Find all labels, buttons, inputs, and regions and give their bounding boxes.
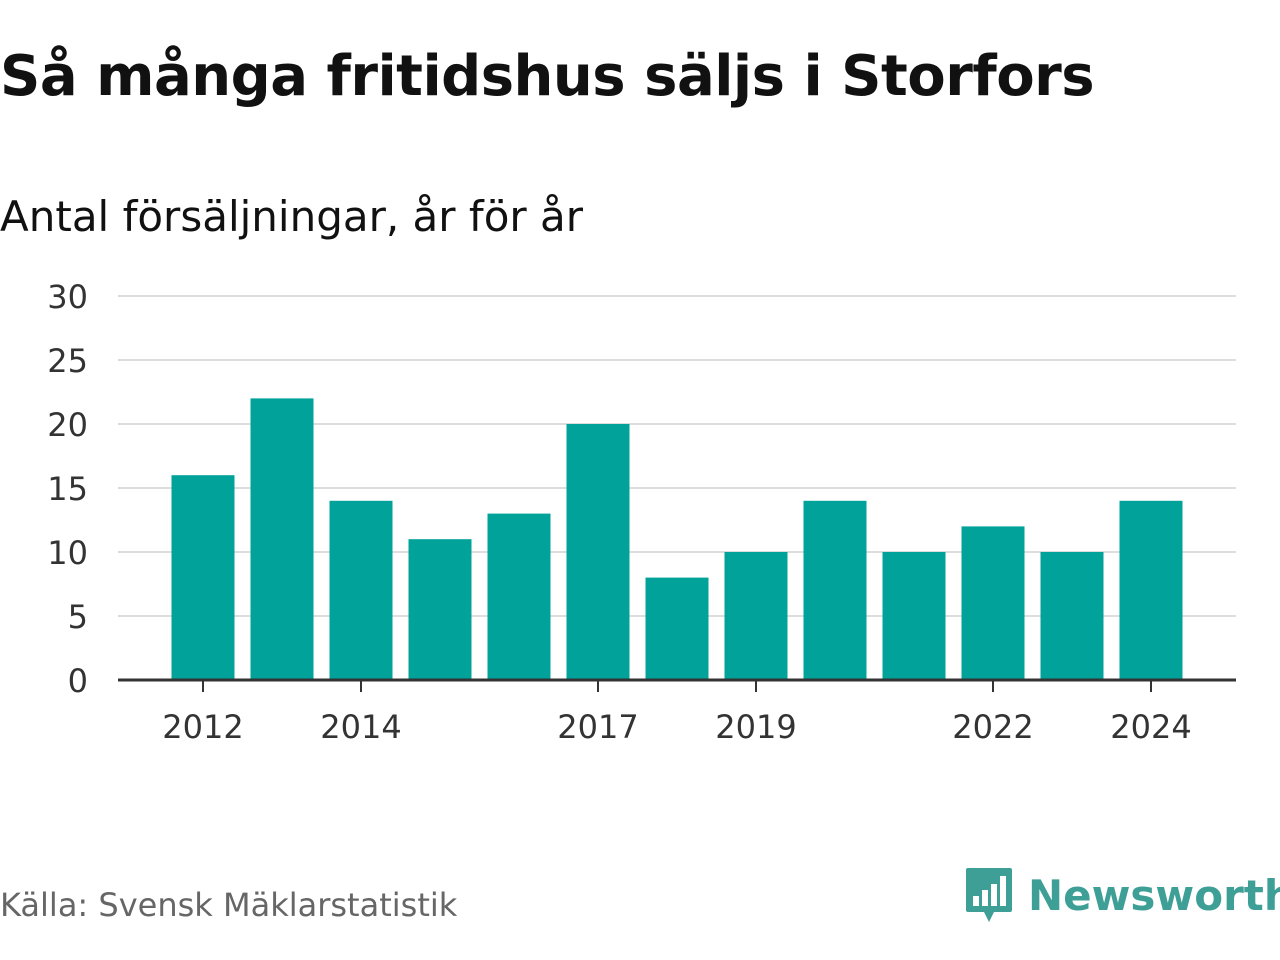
source-note: Källa: Svensk Mäklarstatistik <box>0 886 458 924</box>
bar-2020 <box>803 500 867 680</box>
y-tick-label: 5 <box>68 598 88 636</box>
bar-2022 <box>961 526 1025 680</box>
y-tick-label: 25 <box>47 342 88 380</box>
brand-logo: Newsworthy <box>964 866 1280 924</box>
bar-2014 <box>329 500 393 680</box>
y-tick-label: 0 <box>68 662 88 700</box>
bar-2012 <box>171 475 235 680</box>
bar-2018 <box>645 577 709 680</box>
chart-subtitle: Antal försäljningar, år för år <box>0 192 584 241</box>
y-tick-label: 30 <box>47 278 88 316</box>
bar-2016 <box>487 513 551 680</box>
x-tick-label: 2012 <box>162 708 243 746</box>
bar-2017 <box>566 424 630 680</box>
bar-2015 <box>408 539 472 680</box>
bar-2013 <box>250 398 314 680</box>
x-tick-label: 2022 <box>952 708 1033 746</box>
newsworthy-logo-icon <box>966 868 1012 922</box>
x-tick-label: 2024 <box>1110 708 1191 746</box>
x-tick-label: 2019 <box>715 708 796 746</box>
y-tick-label: 20 <box>47 406 88 444</box>
bar-2024 <box>1119 500 1183 680</box>
brand-name: Newsworthy <box>1028 870 1280 920</box>
bar-2019 <box>724 552 788 680</box>
y-tick-label: 10 <box>47 534 88 572</box>
bar-2023 <box>1040 552 1104 680</box>
y-tick-label: 15 <box>47 470 88 508</box>
bars <box>171 398 1183 680</box>
y-axis-tick-labels: 0 5 10 15 20 25 30 <box>47 278 88 700</box>
x-tick-label: 2017 <box>557 708 638 746</box>
x-tick-label: 2014 <box>320 708 401 746</box>
bar-2021 <box>882 552 946 680</box>
x-axis: 2012 2014 2017 2019 2022 2024 <box>118 678 1236 746</box>
chart-title: Så många fritidshus säljs i Storfors <box>0 44 1095 109</box>
